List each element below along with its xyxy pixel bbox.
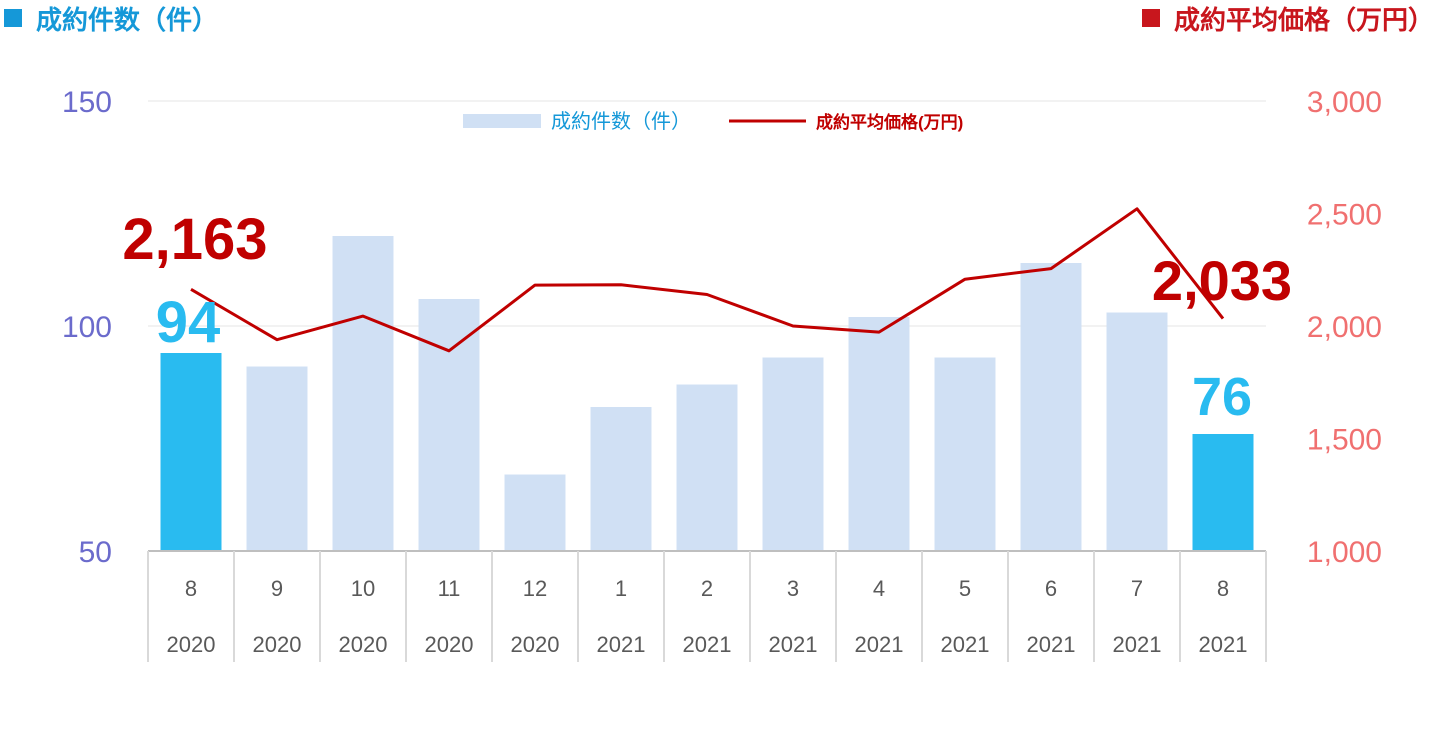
bar-12 <box>1192 434 1254 551</box>
legend-bar-swatch <box>463 114 541 128</box>
bar-6 <box>676 384 738 551</box>
x-tick-month-9: 5 <box>959 576 971 601</box>
bar-10 <box>1020 263 1082 551</box>
bar-9 <box>934 357 996 551</box>
right-tick-2500: 2,500 <box>1307 199 1382 232</box>
left-tick-150: 150 <box>62 86 112 119</box>
right-header-square-icon <box>1141 9 1160 27</box>
x-tick-month-8: 4 <box>873 576 885 601</box>
x-tick-month-1: 9 <box>271 576 283 601</box>
x-tick-month-12: 8 <box>1217 576 1229 601</box>
data-label-0-12: 76 <box>1192 367 1252 427</box>
bar-7 <box>762 357 824 551</box>
right-tick-1500: 1,500 <box>1307 424 1382 457</box>
x-tick-year-6: 2021 <box>683 632 732 657</box>
bar-5 <box>590 407 652 551</box>
right-axis-header: 成約平均価格（万円） <box>1141 0 1434 36</box>
x-tick-month-4: 12 <box>523 576 547 601</box>
x-tick-year-8: 2021 <box>855 632 904 657</box>
bar-2 <box>332 236 394 551</box>
x-tick-year-12: 2021 <box>1199 632 1248 657</box>
x-tick-month-2: 10 <box>351 576 375 601</box>
x-tick-year-10: 2021 <box>1027 632 1076 657</box>
x-tick-year-2: 2020 <box>339 632 388 657</box>
left-header-square-icon <box>4 9 22 27</box>
legend-line-label: 成約平均価格(万円) <box>816 112 963 132</box>
bar-3 <box>418 299 480 551</box>
x-tick-year-5: 2021 <box>597 632 646 657</box>
data-label-0-0: 94 <box>156 290 221 355</box>
x-tick-year-0: 2020 <box>167 632 216 657</box>
x-tick-year-1: 2020 <box>253 632 302 657</box>
x-tick-year-7: 2021 <box>769 632 818 657</box>
x-tick-month-0: 8 <box>185 576 197 601</box>
x-tick-year-4: 2020 <box>511 632 560 657</box>
right-tick-2000: 2,000 <box>1307 311 1382 344</box>
data-label-1-0: 2,163 <box>122 207 267 272</box>
x-tick-year-9: 2021 <box>941 632 990 657</box>
x-tick-month-10: 6 <box>1045 576 1057 601</box>
right-header-label: 成約平均価格（万円） <box>1173 5 1434 36</box>
x-tick-year-3: 2020 <box>425 632 474 657</box>
bar-8 <box>848 317 910 551</box>
left-header-label: 成約件数（件） <box>36 5 219 36</box>
left-axis-header: 成約件数（件） <box>4 0 218 36</box>
bar-4 <box>504 474 566 551</box>
x-tick-month-5: 1 <box>615 576 627 601</box>
x-tick-month-6: 2 <box>701 576 713 601</box>
x-tick-year-11: 2021 <box>1113 632 1162 657</box>
x-tick-month-3: 11 <box>438 576 461 601</box>
left-tick-50: 50 <box>79 536 112 569</box>
price-line <box>190 207 1225 353</box>
left-tick-100: 100 <box>62 311 112 344</box>
legend-bar-label: 成約件数（件） <box>551 110 691 133</box>
bar-11 <box>1106 312 1168 551</box>
right-tick-1000: 1,000 <box>1307 536 1382 569</box>
bar-1 <box>246 366 308 551</box>
x-tick-month-11: 7 <box>1131 576 1143 601</box>
bar-0 <box>160 353 222 551</box>
right-tick-3000: 3,000 <box>1307 86 1382 119</box>
data-label-1-12: 2,033 <box>1152 249 1292 312</box>
x-tick-month-7: 3 <box>787 576 799 601</box>
